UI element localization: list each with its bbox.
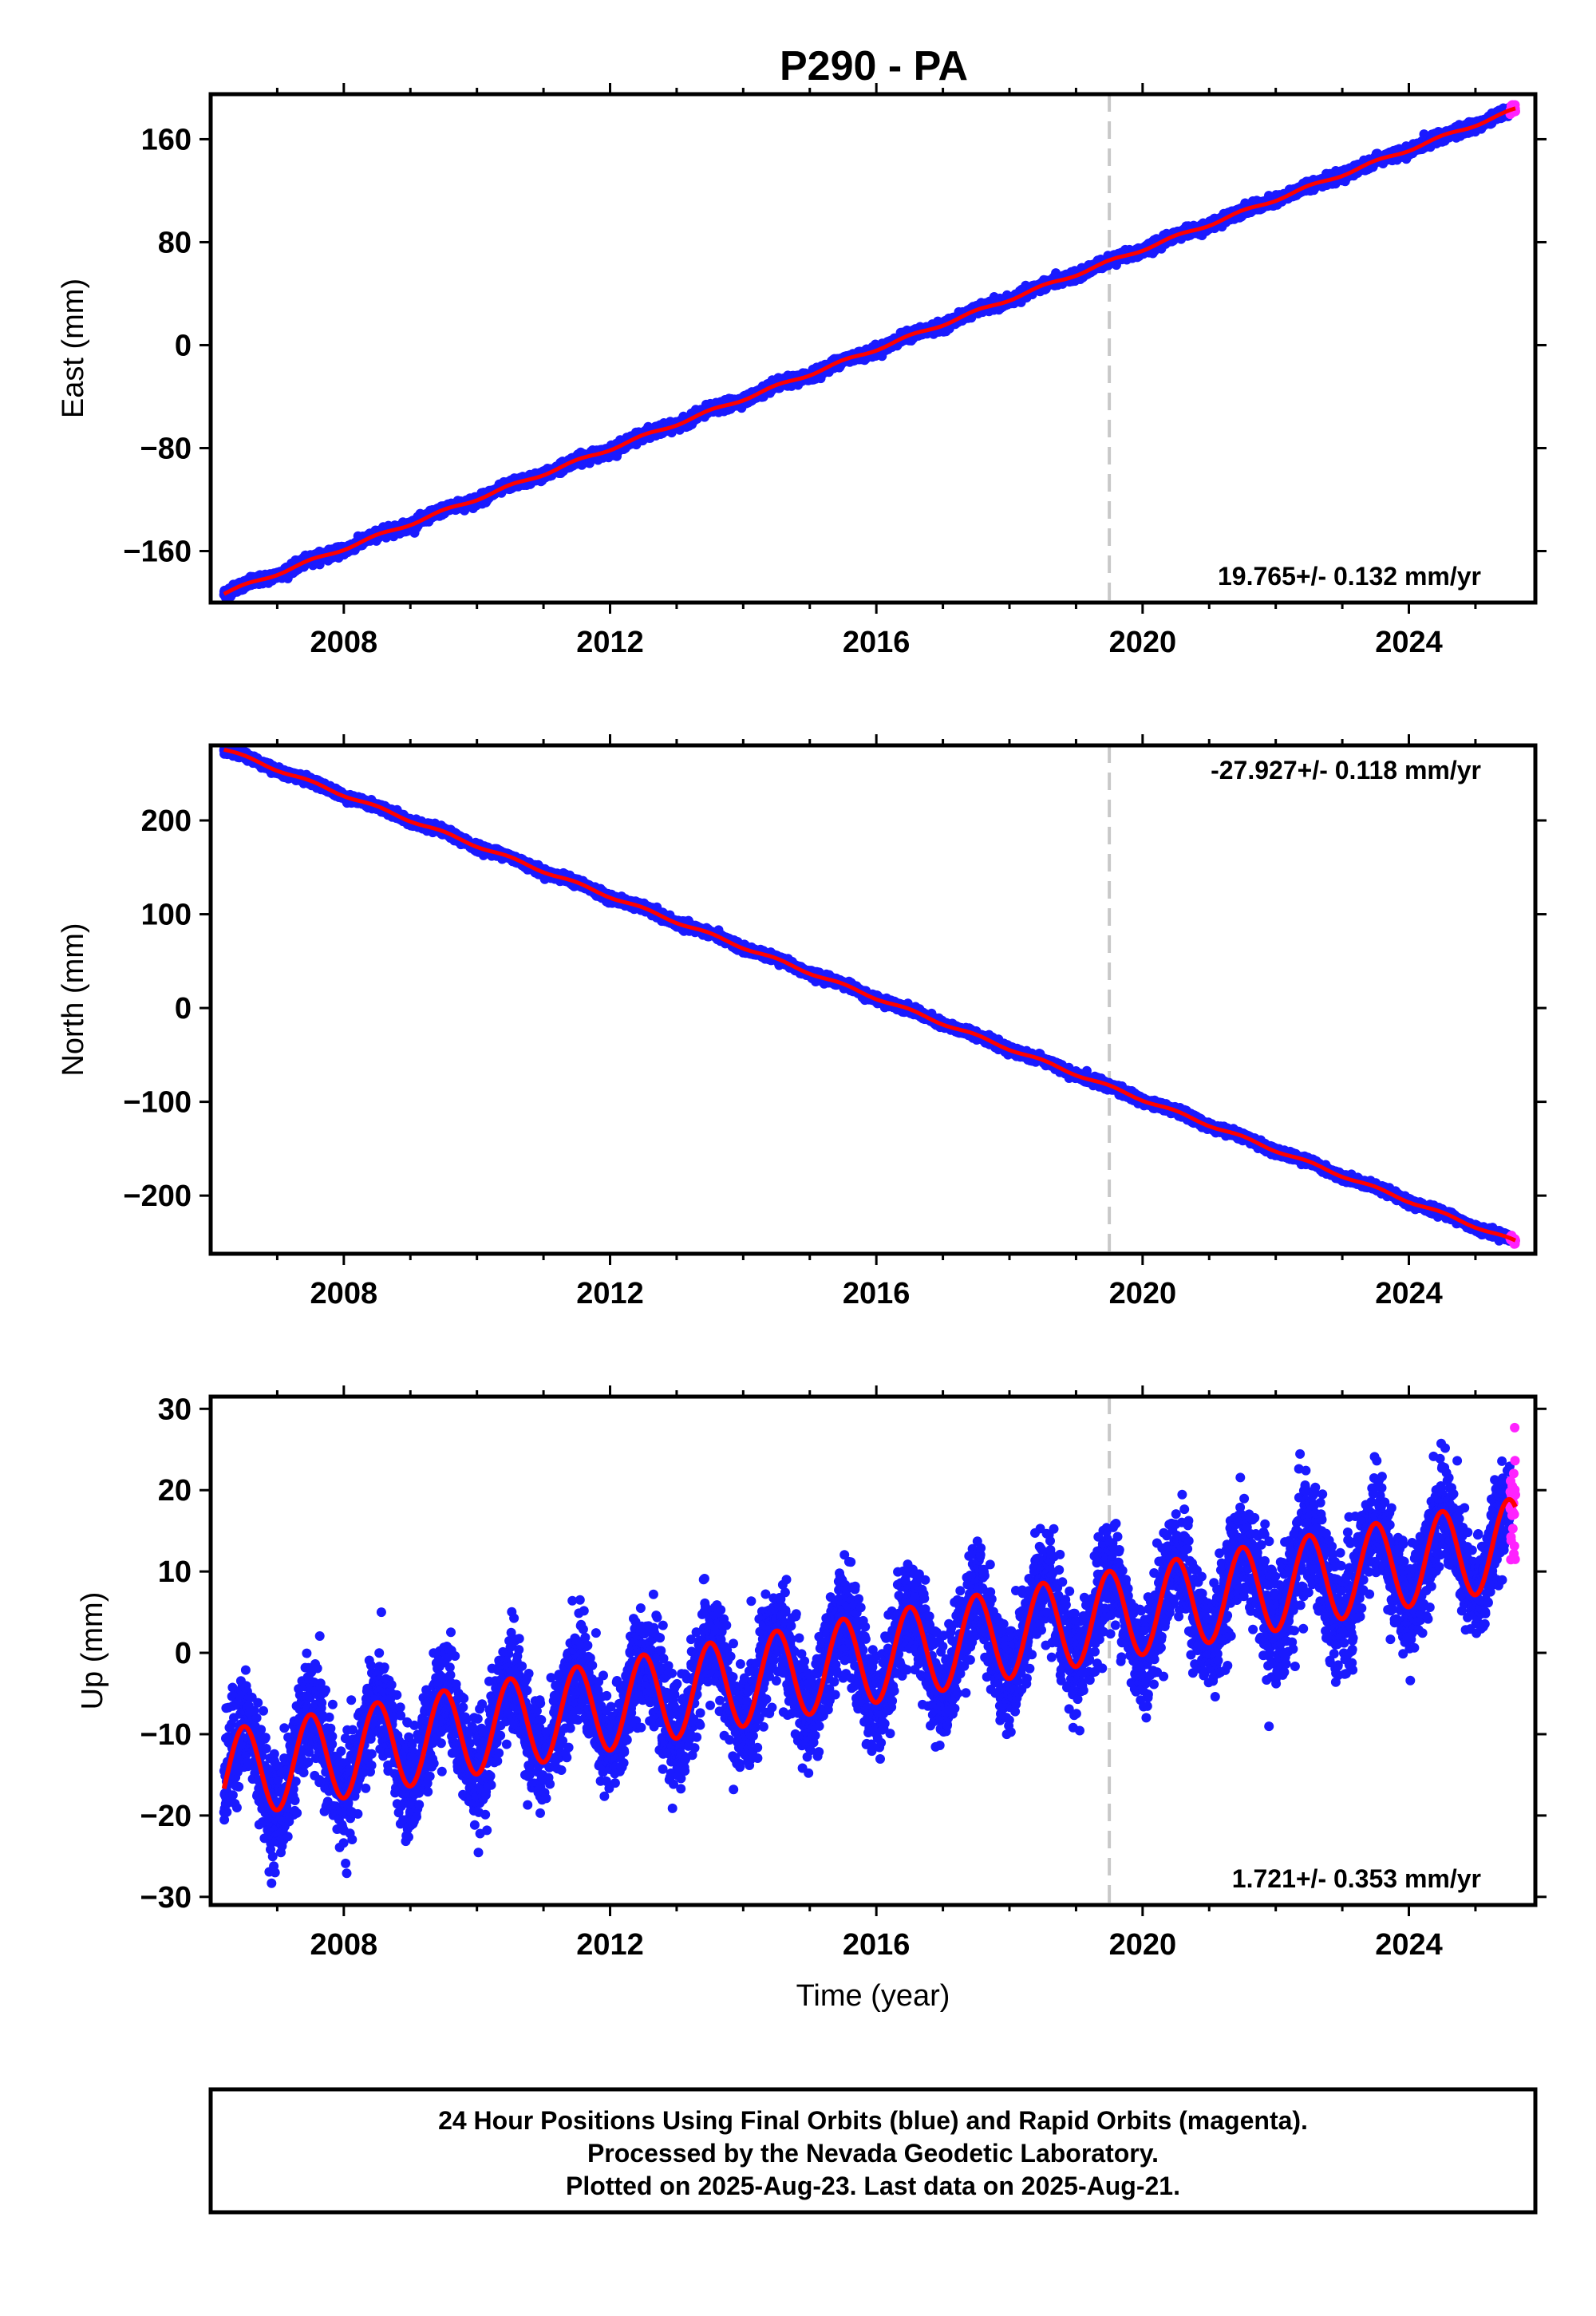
figure-title: P290 - PA — [780, 43, 968, 89]
